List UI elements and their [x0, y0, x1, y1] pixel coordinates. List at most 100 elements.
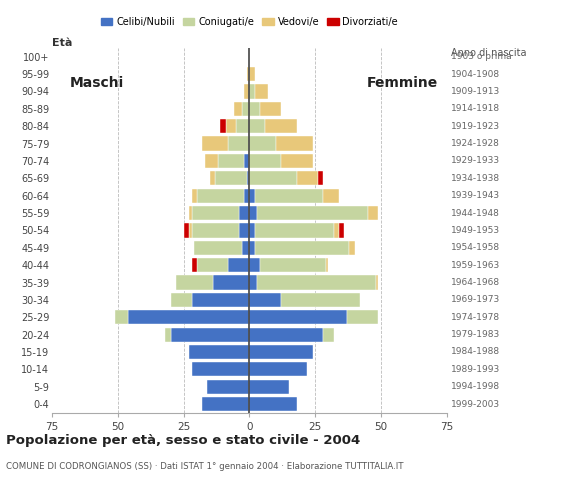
Text: Maschi: Maschi — [70, 76, 124, 90]
Bar — [255, 240, 349, 255]
Bar — [191, 258, 197, 272]
Text: 1934-1938: 1934-1938 — [451, 174, 499, 183]
Bar — [249, 171, 297, 185]
Bar — [189, 345, 249, 359]
Text: Popolazione per età, sesso e stato civile - 2004: Popolazione per età, sesso e stato civil… — [6, 434, 360, 447]
Text: 1969-1973: 1969-1973 — [451, 295, 500, 304]
Bar — [205, 154, 218, 168]
Bar — [115, 310, 128, 324]
Bar — [210, 171, 215, 185]
Bar — [191, 223, 239, 238]
Bar — [171, 293, 191, 307]
Legend: Celibi/Nubili, Coniugati/e, Vedovi/e, Divorziati/e: Celibi/Nubili, Coniugati/e, Vedovi/e, Di… — [97, 13, 402, 31]
Bar — [194, 240, 241, 255]
Bar — [197, 189, 244, 203]
Text: 1964-1968: 1964-1968 — [451, 278, 499, 287]
Bar — [249, 276, 258, 289]
Bar — [220, 119, 226, 133]
Text: 1949-1953: 1949-1953 — [451, 226, 499, 235]
Bar — [249, 119, 265, 133]
Bar — [249, 67, 255, 81]
Bar — [323, 189, 339, 203]
Bar — [207, 380, 249, 394]
Bar — [249, 397, 297, 411]
Bar — [226, 119, 236, 133]
Text: 1974-1978: 1974-1978 — [451, 313, 499, 322]
Bar — [244, 154, 249, 168]
Bar — [249, 258, 260, 272]
Bar — [239, 223, 249, 238]
Bar — [202, 136, 229, 151]
Text: Anno di nascita: Anno di nascita — [451, 48, 526, 58]
Text: 1903 o prima: 1903 o prima — [451, 52, 511, 61]
Bar — [128, 310, 249, 324]
Text: 1959-1963: 1959-1963 — [451, 261, 500, 270]
Bar — [368, 206, 378, 220]
Bar — [376, 276, 378, 289]
Text: Femmine: Femmine — [367, 76, 437, 90]
Bar — [249, 102, 260, 116]
Text: 1904-1908: 1904-1908 — [451, 70, 499, 79]
Bar — [281, 154, 313, 168]
Bar — [246, 171, 249, 185]
Bar — [249, 293, 281, 307]
Bar — [258, 206, 368, 220]
Bar — [197, 258, 229, 272]
Text: 1919-1923: 1919-1923 — [451, 121, 499, 131]
Text: 1924-1928: 1924-1928 — [451, 139, 499, 148]
Bar — [249, 240, 255, 255]
Text: 1984-1988: 1984-1988 — [451, 348, 499, 357]
Bar — [189, 206, 191, 220]
Bar — [165, 327, 171, 342]
Bar — [244, 84, 249, 98]
Bar — [249, 310, 347, 324]
Bar — [213, 276, 249, 289]
Bar — [246, 67, 249, 81]
Bar — [255, 84, 268, 98]
Bar — [349, 240, 354, 255]
Bar — [249, 84, 255, 98]
Bar — [347, 310, 378, 324]
Bar — [241, 240, 249, 255]
Text: 1914-1918: 1914-1918 — [451, 104, 499, 113]
Text: 1939-1943: 1939-1943 — [451, 191, 499, 200]
Text: 1929-1933: 1929-1933 — [451, 156, 499, 166]
Bar — [239, 206, 249, 220]
Bar — [249, 345, 313, 359]
Bar — [191, 206, 239, 220]
Bar — [249, 327, 323, 342]
Bar — [189, 223, 191, 238]
Bar — [229, 136, 249, 151]
Bar — [218, 154, 244, 168]
Bar — [249, 136, 276, 151]
Bar — [334, 223, 339, 238]
Bar — [323, 327, 333, 342]
Text: 1999-2003: 1999-2003 — [451, 400, 499, 408]
Bar — [236, 119, 249, 133]
Bar — [281, 293, 360, 307]
Bar — [249, 362, 307, 376]
Bar — [255, 223, 334, 238]
Bar — [249, 189, 255, 203]
Text: 1989-1993: 1989-1993 — [451, 365, 500, 374]
Bar — [339, 223, 344, 238]
Bar — [325, 258, 328, 272]
Bar — [297, 171, 318, 185]
Bar — [258, 276, 376, 289]
Bar — [215, 171, 246, 185]
Bar — [171, 327, 249, 342]
Bar — [191, 362, 249, 376]
Text: Età: Età — [52, 38, 72, 48]
Bar — [244, 189, 249, 203]
Bar — [276, 136, 313, 151]
Text: 1954-1958: 1954-1958 — [451, 243, 499, 252]
Bar — [249, 206, 258, 220]
Bar — [184, 223, 189, 238]
Bar — [202, 397, 249, 411]
Bar — [191, 189, 197, 203]
Bar — [191, 293, 249, 307]
Bar — [234, 102, 241, 116]
Bar — [176, 276, 213, 289]
Bar — [255, 189, 323, 203]
Bar — [241, 102, 249, 116]
